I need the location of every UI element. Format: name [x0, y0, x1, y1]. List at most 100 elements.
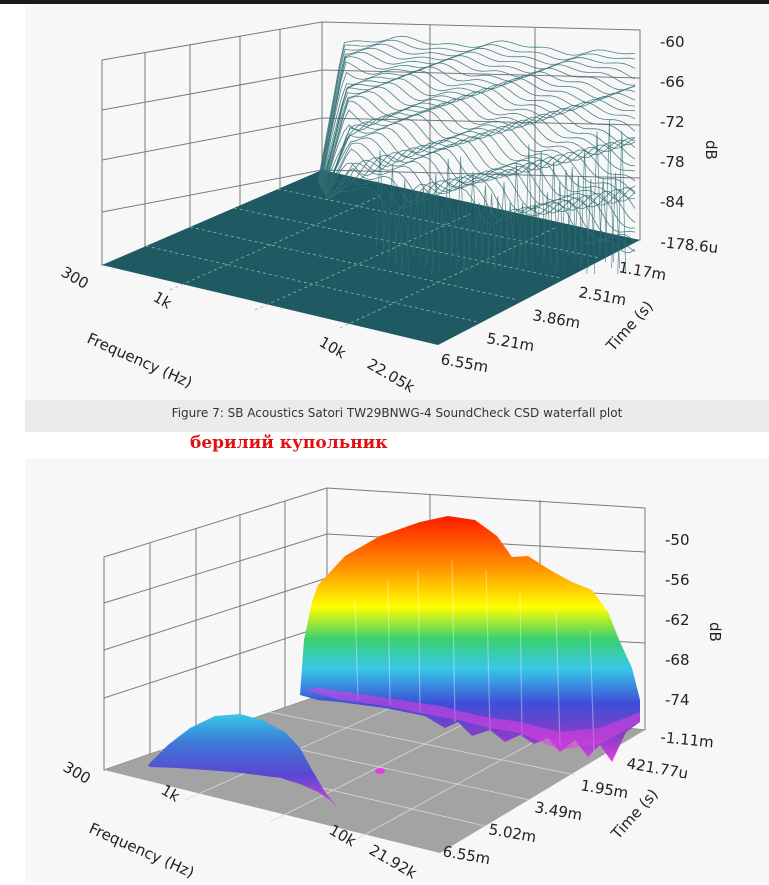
waterfall-spike [456, 156, 465, 269]
waterfall-spike [468, 171, 478, 251]
chart2-db-tick: -50 [665, 531, 690, 549]
waterfall-spike [567, 166, 577, 257]
waterfall-slice-line [325, 154, 636, 209]
chart2-db-tick: -68 [665, 651, 690, 669]
waterfall-slice-line [327, 184, 636, 254]
chart2-small-surface [148, 714, 338, 808]
waterfall-slice-line [320, 74, 636, 187]
waterfall-slice-line [324, 137, 636, 200]
chart1-freq-tick: 1k [150, 288, 175, 313]
chart1-db-axis: -60 -66 -72 -78 -84 -178.6u dB [660, 33, 720, 257]
chart1-freq-tick: 10k [316, 333, 349, 363]
waterfall-spike [536, 150, 546, 257]
chart2-freq-label: Frequency (Hz) [86, 819, 197, 881]
chart2-time-tick: 3.49m [533, 798, 583, 824]
chart1: -60 -66 -72 -78 -84 -178.6u dB 1.17m 2.5… [58, 21, 720, 397]
chart1-floor-grid [145, 188, 601, 329]
annotation-text: берилий купольник [190, 433, 388, 453]
waterfall-spike [574, 176, 583, 263]
chart1-time-tick: 1.17m [617, 258, 667, 284]
chart1-freq-tick: 22.05k [364, 355, 418, 397]
waterfall-slice-line [325, 151, 636, 206]
waterfall-slice-line [318, 51, 636, 185]
waterfall-slice-line [326, 157, 636, 223]
waterfall-slice-line [318, 43, 636, 184]
waterfall-slice-line [321, 95, 636, 190]
waterfall-slice-line [321, 86, 636, 189]
waterfall-spike [394, 205, 403, 269]
figure-caption: Figure 7: SB Acoustics Satori TW29BNWG-4… [171, 406, 623, 420]
chart1-time-tick: 3.86m [531, 306, 581, 332]
waterfall-spike [499, 181, 509, 251]
waterfall-spike [549, 161, 558, 269]
waterfall-spike [481, 185, 490, 263]
waterfall-spike [598, 177, 608, 257]
chart2-floor-blip [375, 768, 385, 774]
waterfall-spike [543, 192, 552, 263]
chart2-db-tick: -62 [665, 611, 690, 629]
chart2-main-fringe [304, 688, 640, 750]
waterfall-spike [561, 170, 571, 251]
chart1-time-tick: 6.55m [439, 350, 489, 376]
waterfall-slice-line [319, 61, 636, 186]
chart1-time-tick: 2.51m [577, 283, 627, 309]
waterfall-slice-line [321, 91, 636, 190]
waterfall-spike [431, 173, 441, 275]
waterfall-spike [375, 149, 385, 251]
chart1-db-tick: -178.6u [660, 233, 719, 257]
chart1-freq-tick: 300 [58, 263, 92, 293]
waterfall-spike [388, 165, 397, 263]
waterfall-spike [493, 196, 503, 275]
chart2-time-tick: 421.77u [625, 754, 689, 782]
chart1-db-tick: -78 [660, 153, 685, 171]
chart1-db-tick: -60 [660, 33, 685, 51]
waterfall-spike [592, 131, 602, 251]
chart2-db-tick: -74 [665, 691, 690, 709]
waterfall-slice-line [324, 132, 636, 195]
waterfall-spike [406, 197, 416, 251]
waterfall-spike [381, 209, 391, 257]
waterfall-spike [437, 207, 447, 251]
chart2-freq-tick: 21.92k [366, 841, 420, 883]
waterfall-spike [443, 158, 453, 257]
chart2-db-tick: -1.11m [660, 728, 715, 751]
waterfall-slice-line [319, 56, 636, 185]
waterfall-spike [425, 201, 434, 269]
caption-band [25, 400, 769, 432]
waterfall-spike [611, 172, 620, 269]
waterfall-slice-line [318, 47, 636, 184]
waterfall-slice-line [319, 66, 636, 186]
waterfall-slice-line [317, 35, 636, 183]
waterfall-slice-line [320, 70, 636, 187]
chart2-freq-tick: 300 [60, 758, 94, 788]
chart2-time-tick: 1.95m [579, 776, 629, 802]
waterfall-spike [450, 209, 459, 263]
chart2: -50 -56 -62 -68 -74 -1.11m dB 421.77u 1.… [60, 487, 724, 883]
waterfall-spike [617, 131, 627, 275]
waterfall-spike [580, 150, 589, 269]
waterfall-slice-line [320, 82, 636, 189]
chart1-floor [102, 170, 640, 345]
chart1-db-tick: -72 [660, 113, 685, 131]
top-edge-bar [0, 0, 769, 4]
chart2-db-tick: -56 [665, 571, 690, 589]
waterfall-spike [518, 203, 527, 269]
chart1-waterfall-lines [317, 35, 636, 275]
waterfall-spike [487, 193, 496, 269]
waterfall-spike [505, 202, 515, 257]
chart1-db-label: dB [702, 140, 720, 160]
chart2-db-label: dB [706, 622, 724, 642]
waterfall-spike [474, 202, 484, 257]
waterfall-spike [605, 120, 614, 263]
chart1-db-tick: -66 [660, 73, 685, 91]
waterfall-spike [419, 187, 428, 263]
chart1-db-tick: -84 [660, 193, 685, 211]
waterfall-slice-line [323, 122, 636, 194]
chart1-time-tick: 5.21m [485, 329, 535, 355]
chart2-time-tick: 5.02m [487, 820, 537, 846]
chart2-time-tick: 6.55m [441, 842, 491, 868]
chart1-freq-label: Frequency (Hz) [84, 329, 195, 391]
waterfall-slice-line [320, 78, 636, 188]
waterfall-slice-line [322, 105, 636, 191]
